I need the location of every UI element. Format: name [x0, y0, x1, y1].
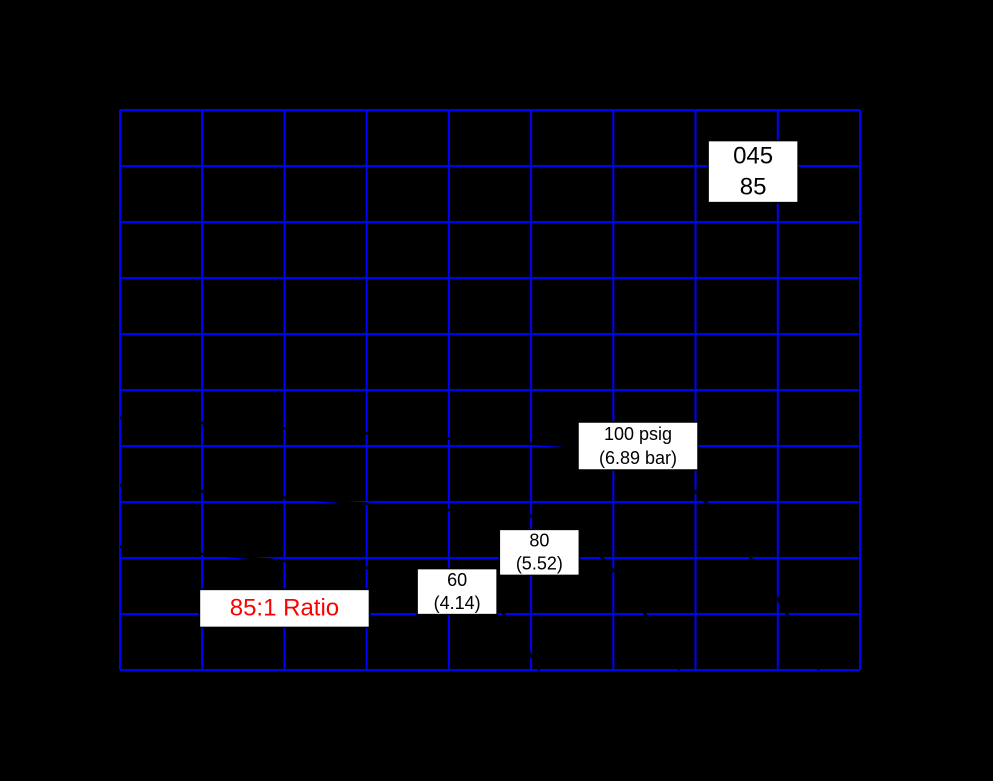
x-top-tick: 75 — [202, 80, 222, 100]
callout-text: 100 psig — [604, 424, 672, 444]
x-top-tick: 225 — [382, 80, 412, 100]
y-left-tick: 40 — [88, 548, 108, 568]
x-top-tick: 375 — [567, 80, 597, 100]
x-top-title: Outlet Pressure, bar — [401, 53, 580, 75]
x-top-tick: 525 — [752, 80, 782, 100]
x-bottom-tick: 4000 — [429, 678, 469, 698]
y-left-tick: 140 — [78, 268, 108, 288]
callout-text: 60 — [447, 570, 467, 590]
y-left-tick: 120 — [78, 324, 108, 344]
y-left-title: Air Consumption, SCFM — [33, 282, 55, 498]
x-bottom-tick: 7000 — [676, 678, 716, 698]
y-left-tick: 160 — [78, 212, 108, 232]
x-bottom-tick: 5000 — [511, 678, 551, 698]
callout-text: 80 — [529, 531, 549, 551]
x-bottom-title: Outlet Pressure, psig — [397, 705, 584, 727]
id-callout: 04585 — [708, 141, 798, 203]
x-top-tick: 450 — [660, 80, 690, 100]
y-left-tick: 20 — [88, 604, 108, 624]
x-top-tick: 0 — [115, 80, 125, 100]
x-bottom-tick: 0 — [115, 678, 125, 698]
series-callout-1: 80 (5.52) — [499, 529, 579, 575]
performance-chart: 0100020003000400050006000700080009000075… — [0, 0, 993, 781]
x-bottom-tick: 2000 — [264, 678, 304, 698]
callout-text: 85:1 Ratio — [230, 595, 339, 622]
y-right-tick: 1.0 — [872, 473, 897, 493]
y-left-tick: 0 — [98, 660, 108, 680]
y-right-tick: 2.5 — [872, 193, 897, 213]
callout-text: (6.89 bar) — [599, 448, 677, 468]
callout-text: (4.14) — [434, 593, 481, 613]
y-right-tick: 2.0 — [872, 287, 897, 307]
y-left-tick: 60 — [88, 492, 108, 512]
x-bottom-tick: 6000 — [593, 678, 633, 698]
callout-text: 045 — [733, 142, 773, 169]
x-bottom-tick: 9000 — [840, 678, 880, 698]
y-right-tick: 3.0 — [872, 100, 897, 120]
x-top-tick: 300 — [475, 80, 505, 100]
series-callout-0: 60 (4.14) — [417, 569, 497, 615]
x-top-tick: 600 — [845, 80, 875, 100]
y-left-tick: 200 — [78, 100, 108, 120]
x-top-tick: 150 — [290, 80, 320, 100]
x-bottom-tick: 1000 — [182, 678, 222, 698]
ratio-callout: 85:1 Ratio — [199, 589, 369, 627]
svg-text:Air Consumption, m³/min.: Air Consumption, m³/min. — [913, 277, 935, 503]
callout-text: 85 — [740, 173, 767, 200]
y-left-tick: 80 — [88, 436, 108, 456]
y-right-tick: 0.5 — [872, 567, 897, 587]
callout-text: (5.52) — [516, 554, 563, 574]
x-bottom-tick: 3000 — [347, 678, 387, 698]
y-right-tick: 0.0 — [872, 660, 897, 680]
y-left-tick: 180 — [78, 156, 108, 176]
svg-text:Air Consumption, SCFM: Air Consumption, SCFM — [33, 282, 55, 498]
y-right-tick: 1.5 — [872, 380, 897, 400]
series-callout-2: 100 psig (6.89 bar) — [578, 422, 698, 470]
x-bottom-tick: 8000 — [758, 678, 798, 698]
y-right-title: Air Consumption, m³/min. — [913, 277, 935, 503]
y-left-tick: 100 — [78, 380, 108, 400]
